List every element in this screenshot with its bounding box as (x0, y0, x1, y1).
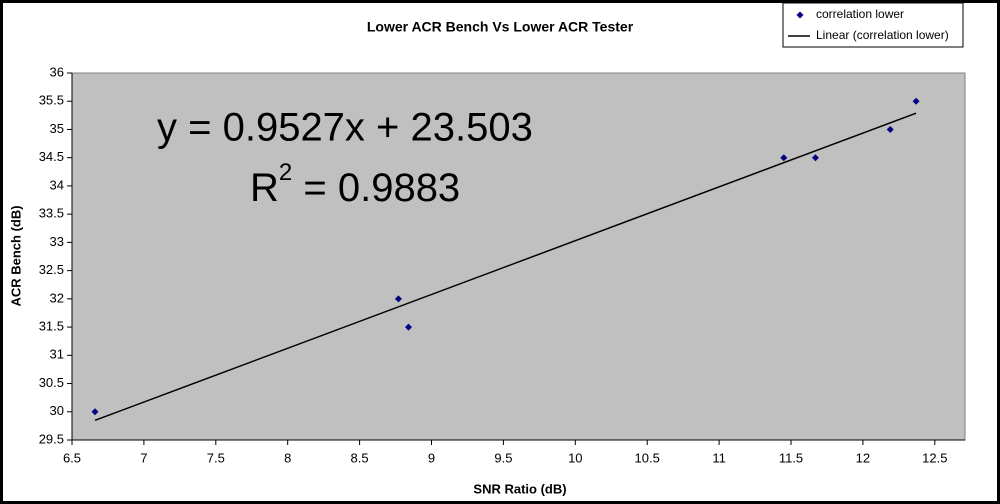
point (404, 323, 412, 331)
x-tick-label: 10 (568, 450, 582, 465)
x-tick-label: 8 (284, 450, 291, 465)
x-tick-label: 8.5 (351, 450, 369, 465)
y-tick-label: 34.5 (39, 149, 64, 164)
r2-sup: 2 (279, 159, 292, 186)
x-tick-label: 11.5 (779, 450, 803, 465)
x-tick-label: 6.5 (63, 450, 81, 465)
y-tick-label: 30 (50, 403, 64, 418)
legend-marker (796, 11, 804, 19)
point (811, 154, 819, 162)
y-tick-label: 29.5 (39, 431, 64, 446)
y-tick-label: 32.5 (39, 262, 64, 277)
y-tick-label: 33.5 (39, 206, 64, 221)
point (780, 154, 788, 162)
chart-title: Lower ACR Bench Vs Lower ACR Tester (367, 19, 634, 35)
y-tick-label: 32 (50, 290, 64, 305)
legend: correlation lower Linear (correlation lo… (782, 2, 964, 48)
x-tick-label: 12 (856, 450, 870, 465)
point (886, 125, 894, 133)
r2-label: R (250, 166, 279, 210)
y-tick-label: 30.5 (39, 375, 64, 390)
y-axis-label: ACR Bench (dB) (8, 205, 23, 306)
x-tick-label: 11 (712, 450, 726, 465)
point (91, 408, 99, 416)
x-axis-label: SNR Ratio (dB) (473, 481, 566, 496)
legend-label: correlation lower (816, 7, 904, 21)
y-tick-label: 35.5 (39, 93, 64, 108)
point (394, 295, 402, 303)
r-squared: R2 = 0.9883 (250, 159, 460, 209)
plot-background (71, 72, 966, 441)
x-tick-label: 10.5 (635, 450, 660, 465)
x-tick-label: 9 (428, 450, 435, 465)
y-tick-label: 36 (50, 64, 64, 79)
trendline (94, 112, 917, 422)
legend-label: Linear (correlation lower) (816, 28, 949, 42)
x-tick-label: 7 (140, 450, 147, 465)
y-tick-label: 31.5 (39, 319, 64, 334)
point (912, 97, 920, 105)
x-tick-label: 9.5 (494, 450, 512, 465)
y-tick-label: 31 (50, 347, 64, 362)
r2-value: = 0.9883 (292, 166, 460, 210)
x-tick-label: 7.5 (207, 450, 225, 465)
equation: y = 0.9527x + 23.503 (157, 106, 533, 150)
y-tick-label: 35 (50, 121, 64, 136)
y-tick-label: 33 (50, 234, 64, 249)
y-tick-label: 34 (50, 177, 64, 192)
x-tick-label: 12.5 (922, 450, 947, 465)
legend-box (782, 2, 964, 48)
plot-area: 29.53030.53131.53232.53333.53434.53535.5… (39, 64, 966, 465)
